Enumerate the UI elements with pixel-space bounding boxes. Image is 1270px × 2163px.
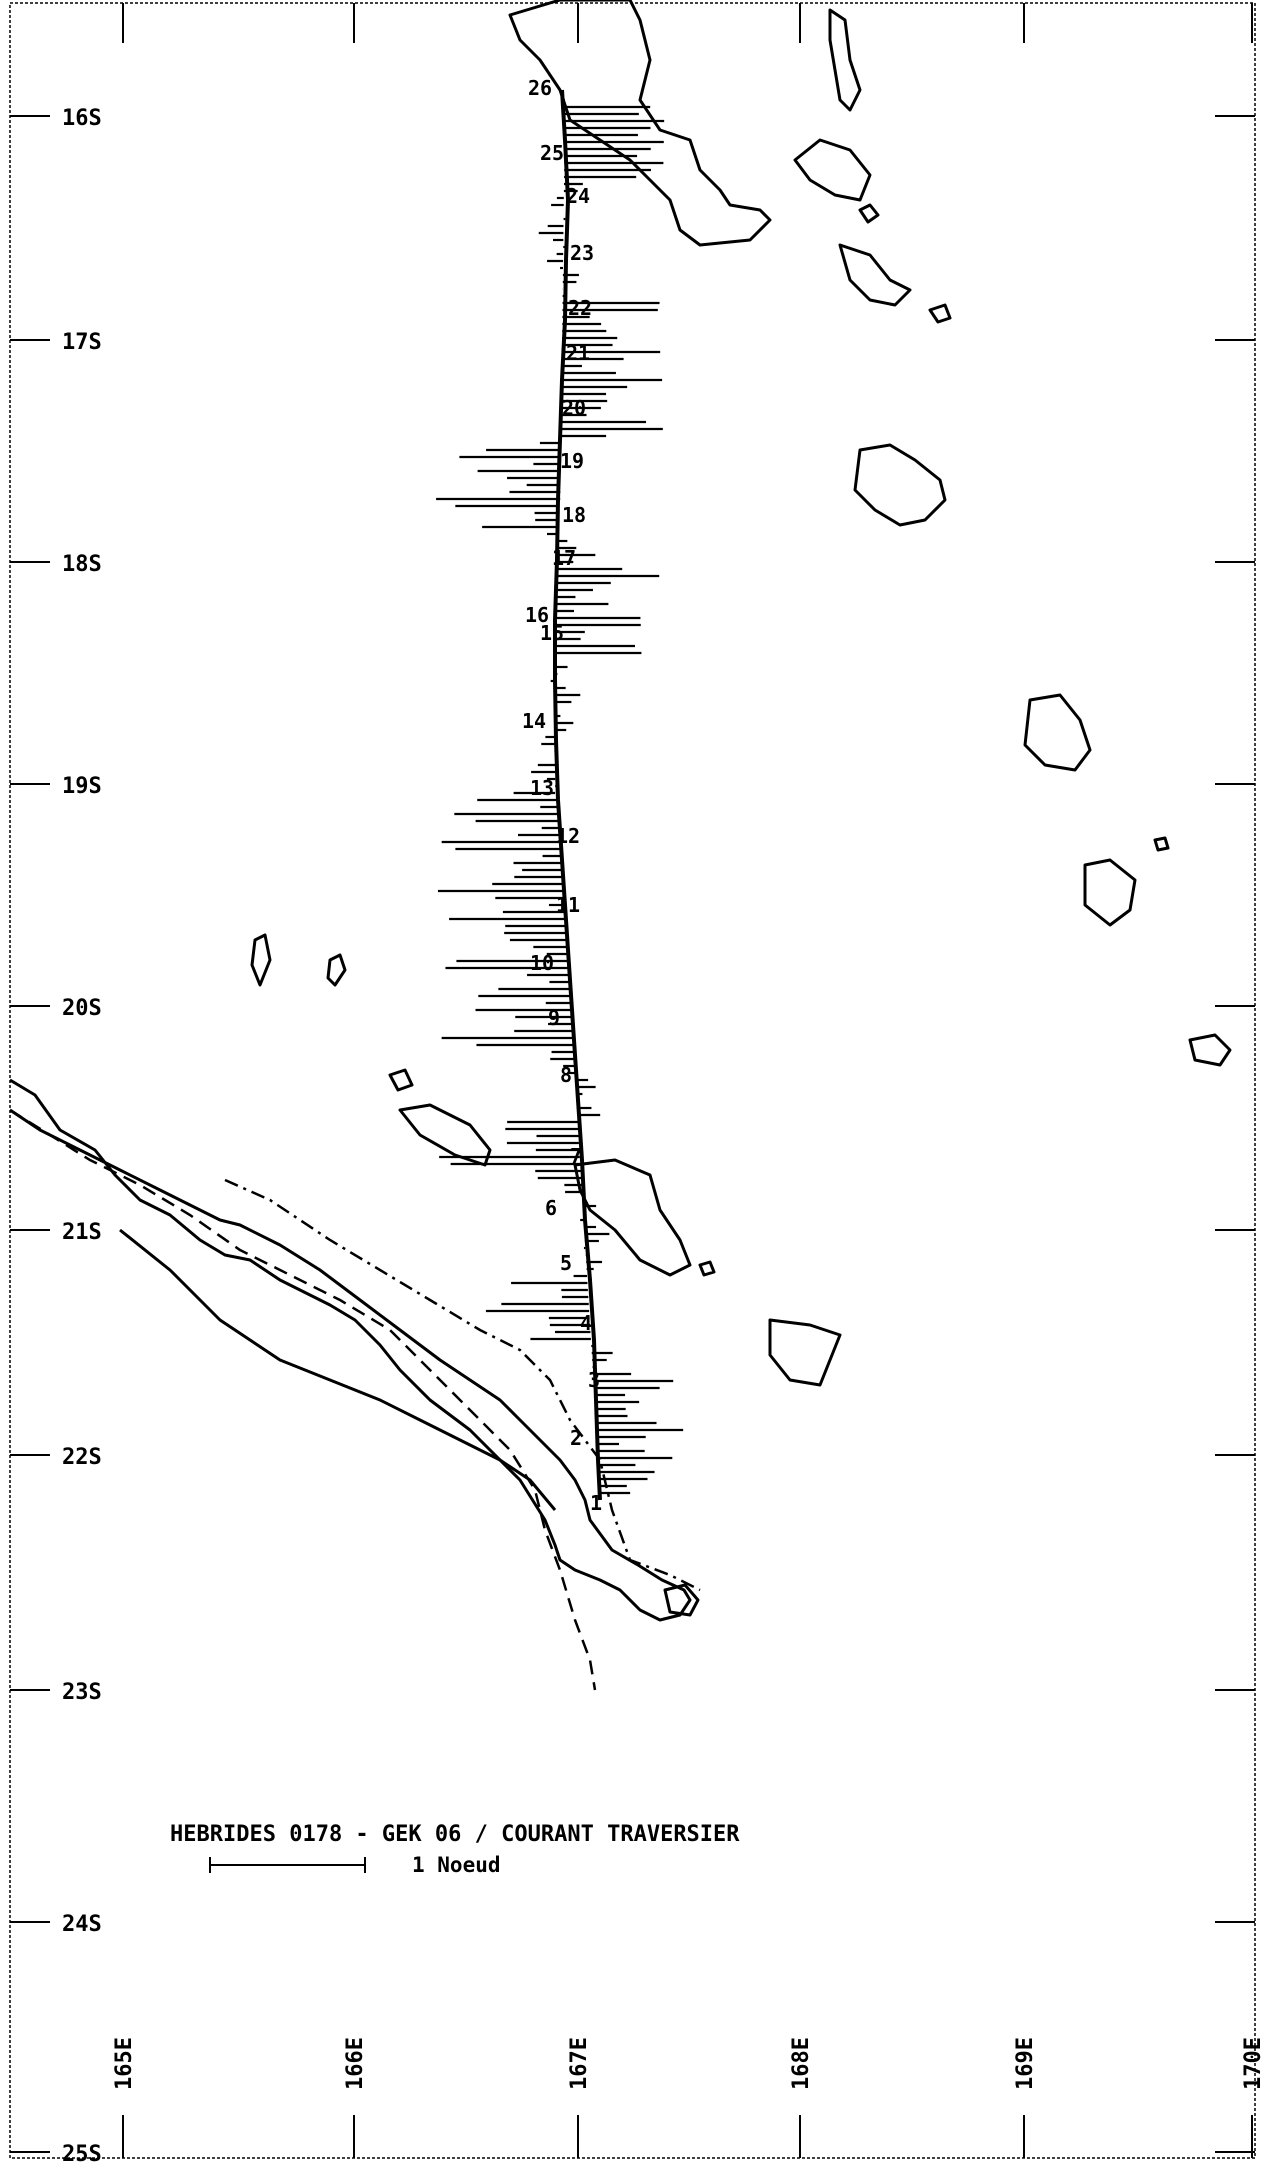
station-label: 18 <box>562 503 586 527</box>
station-label: 14 <box>522 709 546 733</box>
station-label: 6 <box>545 1196 557 1220</box>
island-ambrym <box>838 243 912 307</box>
station-labels: 2625242322212019181716151413121110987654… <box>522 76 602 1515</box>
island-tanna <box>1188 1033 1232 1067</box>
island-pentecost <box>793 138 872 202</box>
lat-label: 21S <box>62 1220 102 1245</box>
station-label: 2 <box>570 1426 582 1450</box>
lat-label: 16S <box>62 106 102 131</box>
island-lifou <box>573 1158 692 1277</box>
station-label: 5 <box>560 1251 572 1275</box>
scale-label: 1 Noeud <box>412 1853 501 1877</box>
island-small-3 <box>1153 836 1170 852</box>
map-title: HEBRIDES 0178 - GEK 06 / COURANT TRAVERS… <box>170 1822 740 1847</box>
station-label: 3 <box>588 1368 600 1392</box>
station-label: 25 <box>540 141 564 165</box>
island-mare <box>768 1318 842 1387</box>
station-label: 23 <box>570 241 594 265</box>
station-label: 8 <box>560 1063 572 1087</box>
lon-label: 166E <box>343 2037 368 2090</box>
island-efate <box>1023 693 1092 772</box>
island-small-1 <box>858 203 880 224</box>
station-label: 26 <box>528 76 552 100</box>
station-label: 10 <box>530 951 554 975</box>
station-label: 19 <box>560 449 584 473</box>
new-caledonia-coastline <box>9 1078 692 1622</box>
lat-label: 24S <box>62 1912 102 1937</box>
station-label: 15 <box>540 621 564 645</box>
island-small-7 <box>698 1260 716 1277</box>
island-erromango <box>1083 858 1137 927</box>
station-label: 4 <box>580 1311 592 1335</box>
island-maewo <box>828 8 862 112</box>
station-label: 1 <box>590 1491 602 1515</box>
island-small-4 <box>388 1068 414 1092</box>
lon-label: 168E <box>789 2037 814 2090</box>
station-label: 24 <box>566 184 590 208</box>
latitude-axis: 16S 17S 18S 19S 20S 21S 22S 23S 24S 25S <box>10 106 1255 2163</box>
new-caledonia-inner-coast <box>119 1228 557 1511</box>
lat-label: 25S <box>62 2142 102 2163</box>
station-label: 21 <box>566 341 590 365</box>
current-vectors <box>436 98 684 1495</box>
lon-label: 165E <box>112 2037 137 2090</box>
station-label: 11 <box>556 893 580 917</box>
lat-label: 18S <box>62 552 102 577</box>
station-label: 16 <box>525 603 549 627</box>
station-label: 9 <box>548 1006 560 1030</box>
lon-label: 167E <box>567 2037 592 2090</box>
lat-label: 20S <box>62 996 102 1021</box>
lat-label: 17S <box>62 330 102 355</box>
island-espiritu <box>508 0 772 247</box>
lon-label: 169E <box>1013 2037 1038 2090</box>
island-small-5 <box>250 933 272 987</box>
station-label: 13 <box>530 776 554 800</box>
new-caledonia-reef-line-outer <box>224 1178 701 1592</box>
new-caledonia-reef-line <box>9 1108 597 1691</box>
new-caledonia <box>9 1078 701 1691</box>
island-malekula <box>853 443 947 527</box>
station-label: 12 <box>556 824 580 848</box>
islands <box>250 0 1232 1617</box>
station-label: 20 <box>562 396 586 420</box>
station-label: 7 <box>570 1144 582 1168</box>
island-pines <box>663 1583 700 1617</box>
island-small-2 <box>928 303 952 324</box>
lon-label: 170E <box>1241 2037 1266 2090</box>
lat-label: 22S <box>62 1445 102 1470</box>
longitude-axis: 165E 166E 167E 168E 169E 170E <box>112 3 1266 2158</box>
station-label: 22 <box>568 296 592 320</box>
scale-bar <box>209 1857 366 1873</box>
island-small-6 <box>326 953 347 987</box>
station-label: 17 <box>552 546 576 570</box>
lat-label: 19S <box>62 774 102 799</box>
lat-label: 23S <box>62 1680 102 1705</box>
